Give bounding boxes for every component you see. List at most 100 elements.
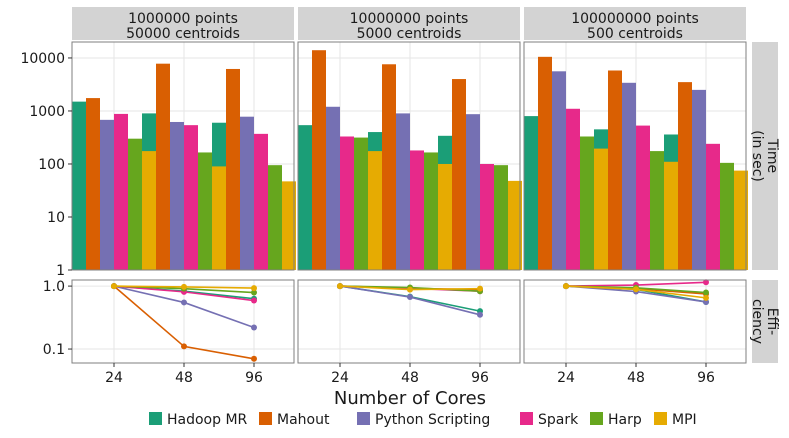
point-mpi	[563, 283, 569, 290]
row-label-1-line1: Time	[764, 138, 780, 173]
bar-python-scripting	[170, 121, 184, 270]
point-harp	[251, 289, 257, 296]
point-spark	[251, 297, 257, 304]
x-tick-label: 48	[401, 370, 419, 386]
facet-title-3-line2: 500 centroids	[587, 26, 683, 42]
panel-frame	[71, 41, 295, 271]
legend-key-spark	[520, 412, 533, 425]
bar-python-scripting	[622, 82, 636, 270]
row-label-2: Effi-ciency	[749, 299, 780, 344]
legend-label-spark: Spark	[538, 412, 579, 428]
legend-label-harp: Harp	[608, 412, 642, 428]
facet-title-3-line1: 100000000 points	[571, 11, 699, 27]
bar-hadoop-mr	[72, 101, 86, 270]
x-tick-label: 96	[697, 370, 715, 386]
bar-hadoop-mr	[524, 116, 538, 270]
x-tick-label: 48	[175, 370, 193, 386]
bar-mpi	[282, 181, 296, 270]
bar-mpi	[368, 151, 382, 270]
point-mpi	[633, 286, 639, 293]
y-tick-label: 0.1	[43, 342, 65, 358]
bar-harp	[128, 138, 142, 270]
facet-strip-1	[72, 7, 294, 40]
bar-harp	[494, 165, 508, 270]
point-mpi	[111, 283, 117, 290]
x-axis-title: Number of Cores	[334, 388, 486, 409]
bar-harp	[198, 152, 212, 270]
bar-mahout	[538, 56, 552, 271]
bar-mpi	[508, 180, 522, 270]
row-label-2-line2: ciency	[749, 299, 765, 344]
bar-mpi	[734, 170, 748, 270]
x-tick-label: 24	[557, 370, 575, 386]
row-label-2-line1: Effi-	[764, 308, 780, 335]
point-spark	[703, 279, 709, 286]
bar-mahout	[678, 82, 692, 270]
bar-python-scripting	[100, 119, 114, 270]
legend-key-harp	[590, 412, 603, 425]
panel-bg-r2-c2	[298, 280, 520, 363]
bar-python-scripting	[692, 89, 706, 270]
legend-label-mahout: Mahout	[277, 412, 330, 428]
bar-python-scripting	[326, 106, 340, 271]
bar-mahout	[226, 68, 240, 271]
panel-frame	[523, 41, 747, 271]
x-tick-label: 96	[245, 370, 263, 386]
facet-title-2-line2: 5000 centroids	[357, 26, 462, 42]
x-tick-label: 96	[471, 370, 489, 386]
legend-key-mahout	[259, 412, 272, 425]
bar-mahout	[452, 79, 466, 270]
bar-spark	[340, 136, 354, 270]
legend-label-mpi: MPI	[672, 412, 697, 428]
bar-mpi	[212, 166, 226, 270]
y-tick-label: 100	[38, 157, 65, 173]
row-strip-1	[752, 42, 778, 270]
legend-key-python-scripting	[357, 412, 370, 425]
panel-frame	[297, 41, 521, 271]
bar-mpi	[664, 161, 678, 270]
y-tick-label: 1000	[29, 104, 65, 120]
legend-key-hadoop-mr	[149, 412, 162, 425]
point-mahout	[181, 343, 187, 350]
x-tick-label: 48	[627, 370, 645, 386]
point-mpi	[477, 285, 483, 292]
panel-frame	[71, 279, 295, 364]
bar-python-scripting	[396, 113, 410, 271]
point-python-scripting	[181, 299, 187, 306]
y-tick-label: 1	[56, 263, 65, 279]
row-label-1-line2: (in sec)	[749, 130, 765, 182]
bar-spark	[184, 125, 198, 270]
bar-hadoop-mr	[298, 125, 312, 270]
legend-key-mpi	[654, 412, 667, 425]
bar-python-scripting	[466, 114, 480, 271]
bar-harp	[268, 165, 282, 270]
bar-mahout	[608, 70, 622, 270]
y-tick-label: 1.0	[43, 279, 65, 295]
bar-python-scripting	[552, 71, 566, 270]
bar-spark	[114, 113, 128, 270]
x-tick-label: 24	[105, 370, 123, 386]
row-label-1: Time(in sec)	[749, 130, 780, 182]
bar-harp	[720, 162, 734, 270]
bar-python-scripting	[240, 116, 254, 271]
legend-label-hadoop-mr: Hadoop MR	[167, 412, 248, 428]
point-mpi	[181, 283, 187, 290]
bar-mahout	[86, 98, 100, 270]
legend-label-python-scripting: Python Scripting	[375, 412, 490, 428]
row-strip-2	[752, 280, 778, 363]
point-harp	[703, 289, 709, 296]
y-tick-label: 10	[47, 210, 65, 226]
bar-mpi	[438, 163, 452, 270]
bar-spark	[410, 150, 424, 270]
bar-harp	[650, 151, 664, 270]
bar-spark	[636, 125, 650, 270]
y-tick-label: 10000	[20, 51, 65, 67]
bar-spark	[706, 143, 720, 270]
bar-spark	[254, 133, 268, 270]
bar-mahout	[382, 64, 396, 270]
point-python-scripting	[407, 294, 413, 301]
point-python-scripting	[251, 324, 257, 331]
bar-spark	[566, 108, 580, 270]
panel-frame	[297, 279, 521, 364]
